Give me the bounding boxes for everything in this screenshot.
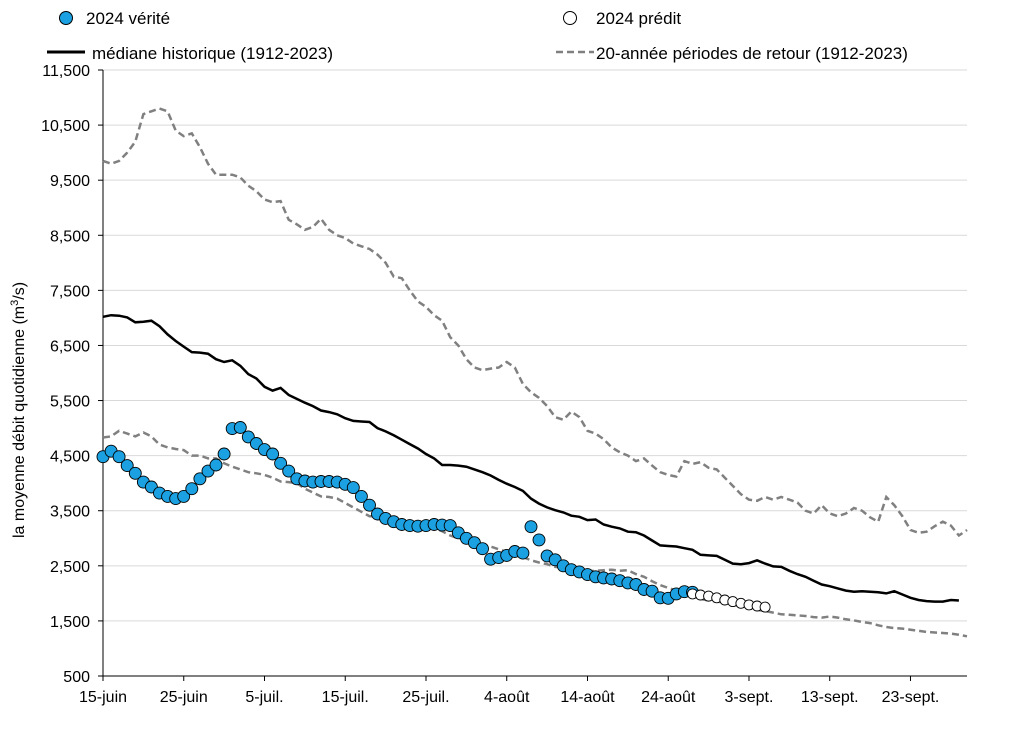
- point-verite: [185, 482, 199, 496]
- point-verite: [274, 456, 288, 470]
- point-verite: [217, 447, 231, 461]
- legend-label-predit: 2024 prédit: [596, 9, 681, 28]
- legend-label-verite: 2024 vérité: [86, 9, 170, 28]
- point-verite: [266, 447, 280, 461]
- x-tick-label: 24-août: [641, 689, 696, 706]
- y-tick-label: 9,500: [50, 173, 90, 190]
- point-verite: [476, 542, 489, 556]
- y-tick-label: 5,500: [50, 394, 90, 411]
- legend-label-retour: 20-année périodes de retour (1912-2023): [596, 44, 908, 63]
- y-tick-label: 11,500: [42, 63, 90, 80]
- y-axis-label: la moyenne débit quotidienne (m3/s): [9, 282, 28, 538]
- point-verite: [177, 489, 191, 503]
- x-tick-label: 23-sept.: [882, 689, 940, 706]
- legend-item-predit: 2024 prédit: [563, 9, 681, 28]
- point-verite: [209, 458, 223, 472]
- x-tick-labels: 15-juin 25-juin 5-juil. 15-juil. 25-juil. 4-a…: [79, 689, 939, 706]
- axes: [98, 69, 967, 681]
- point-verite: [363, 498, 376, 512]
- y-axis-label-unit: /s): [11, 282, 28, 300]
- y-tick-label: 1,500: [50, 614, 90, 631]
- x-tick-label: 25-juin: [160, 689, 208, 706]
- point-verite: [128, 466, 142, 480]
- point-verite: [443, 519, 457, 533]
- x-tick-label: 15-juil.: [322, 689, 369, 706]
- x-tick-label: 25-juil.: [402, 689, 449, 706]
- legend-item-verite: 2024 vérité: [59, 9, 170, 28]
- y-tick-label: 10,500: [41, 118, 90, 135]
- y-tick-label: 6,500: [50, 338, 90, 355]
- legend: 2024 vérité 2024 prédit médiane historiq…: [47, 9, 908, 63]
- y-tick-labels: 500 1,500 2,500 3,500 4,500 5,500 6,500 7,500 8,…: [41, 63, 90, 686]
- point-verite: [233, 421, 247, 434]
- series-line-mediane: [102, 313, 959, 603]
- series-points: [96, 421, 771, 613]
- point-verite: [516, 546, 530, 560]
- point-verite: [112, 450, 126, 464]
- series-line-retour-bas: [102, 429, 968, 638]
- x-tick-label: 15-juin: [79, 689, 127, 706]
- point-verite: [532, 533, 546, 547]
- y-axis-label-superscript: 3: [9, 300, 21, 306]
- x-tick-label: 4-août: [484, 689, 530, 706]
- x-tick-label: 5-juil.: [245, 689, 283, 706]
- y-tick-label: 7,500: [50, 283, 90, 300]
- point-verite: [120, 459, 134, 473]
- x-tick-label: 14-août: [560, 689, 615, 706]
- point-verite: [346, 481, 360, 495]
- legend-marker-verite: [59, 11, 73, 25]
- y-tick-label: 4,500: [50, 449, 90, 466]
- point-predit: [759, 601, 771, 613]
- y-tick-label: 3,500: [50, 504, 90, 521]
- legend-label-mediane: médiane historique (1912-2023): [92, 44, 333, 63]
- x-tick-label: 3-sept.: [725, 689, 774, 706]
- x-tick-label: 13-sept.: [801, 689, 859, 706]
- point-verite: [354, 489, 368, 503]
- series-lines: [102, 107, 968, 638]
- point-verite: [524, 520, 538, 534]
- y-axis-label-text: la moyenne débit quotidienne (m: [11, 306, 28, 538]
- legend-marker-predit: [563, 11, 577, 25]
- gridlines: [103, 69, 967, 622]
- series-line-retour-haut: [102, 107, 968, 538]
- y-tick-label: 500: [63, 669, 90, 686]
- legend-item-retour: 20-année périodes de retour (1912-2023): [556, 44, 908, 63]
- y-tick-label: 2,500: [50, 559, 90, 576]
- point-verite: [282, 464, 296, 478]
- legend-item-mediane: médiane historique (1912-2023): [47, 44, 333, 63]
- y-tick-label: 8,500: [50, 228, 90, 245]
- point-verite: [193, 472, 207, 486]
